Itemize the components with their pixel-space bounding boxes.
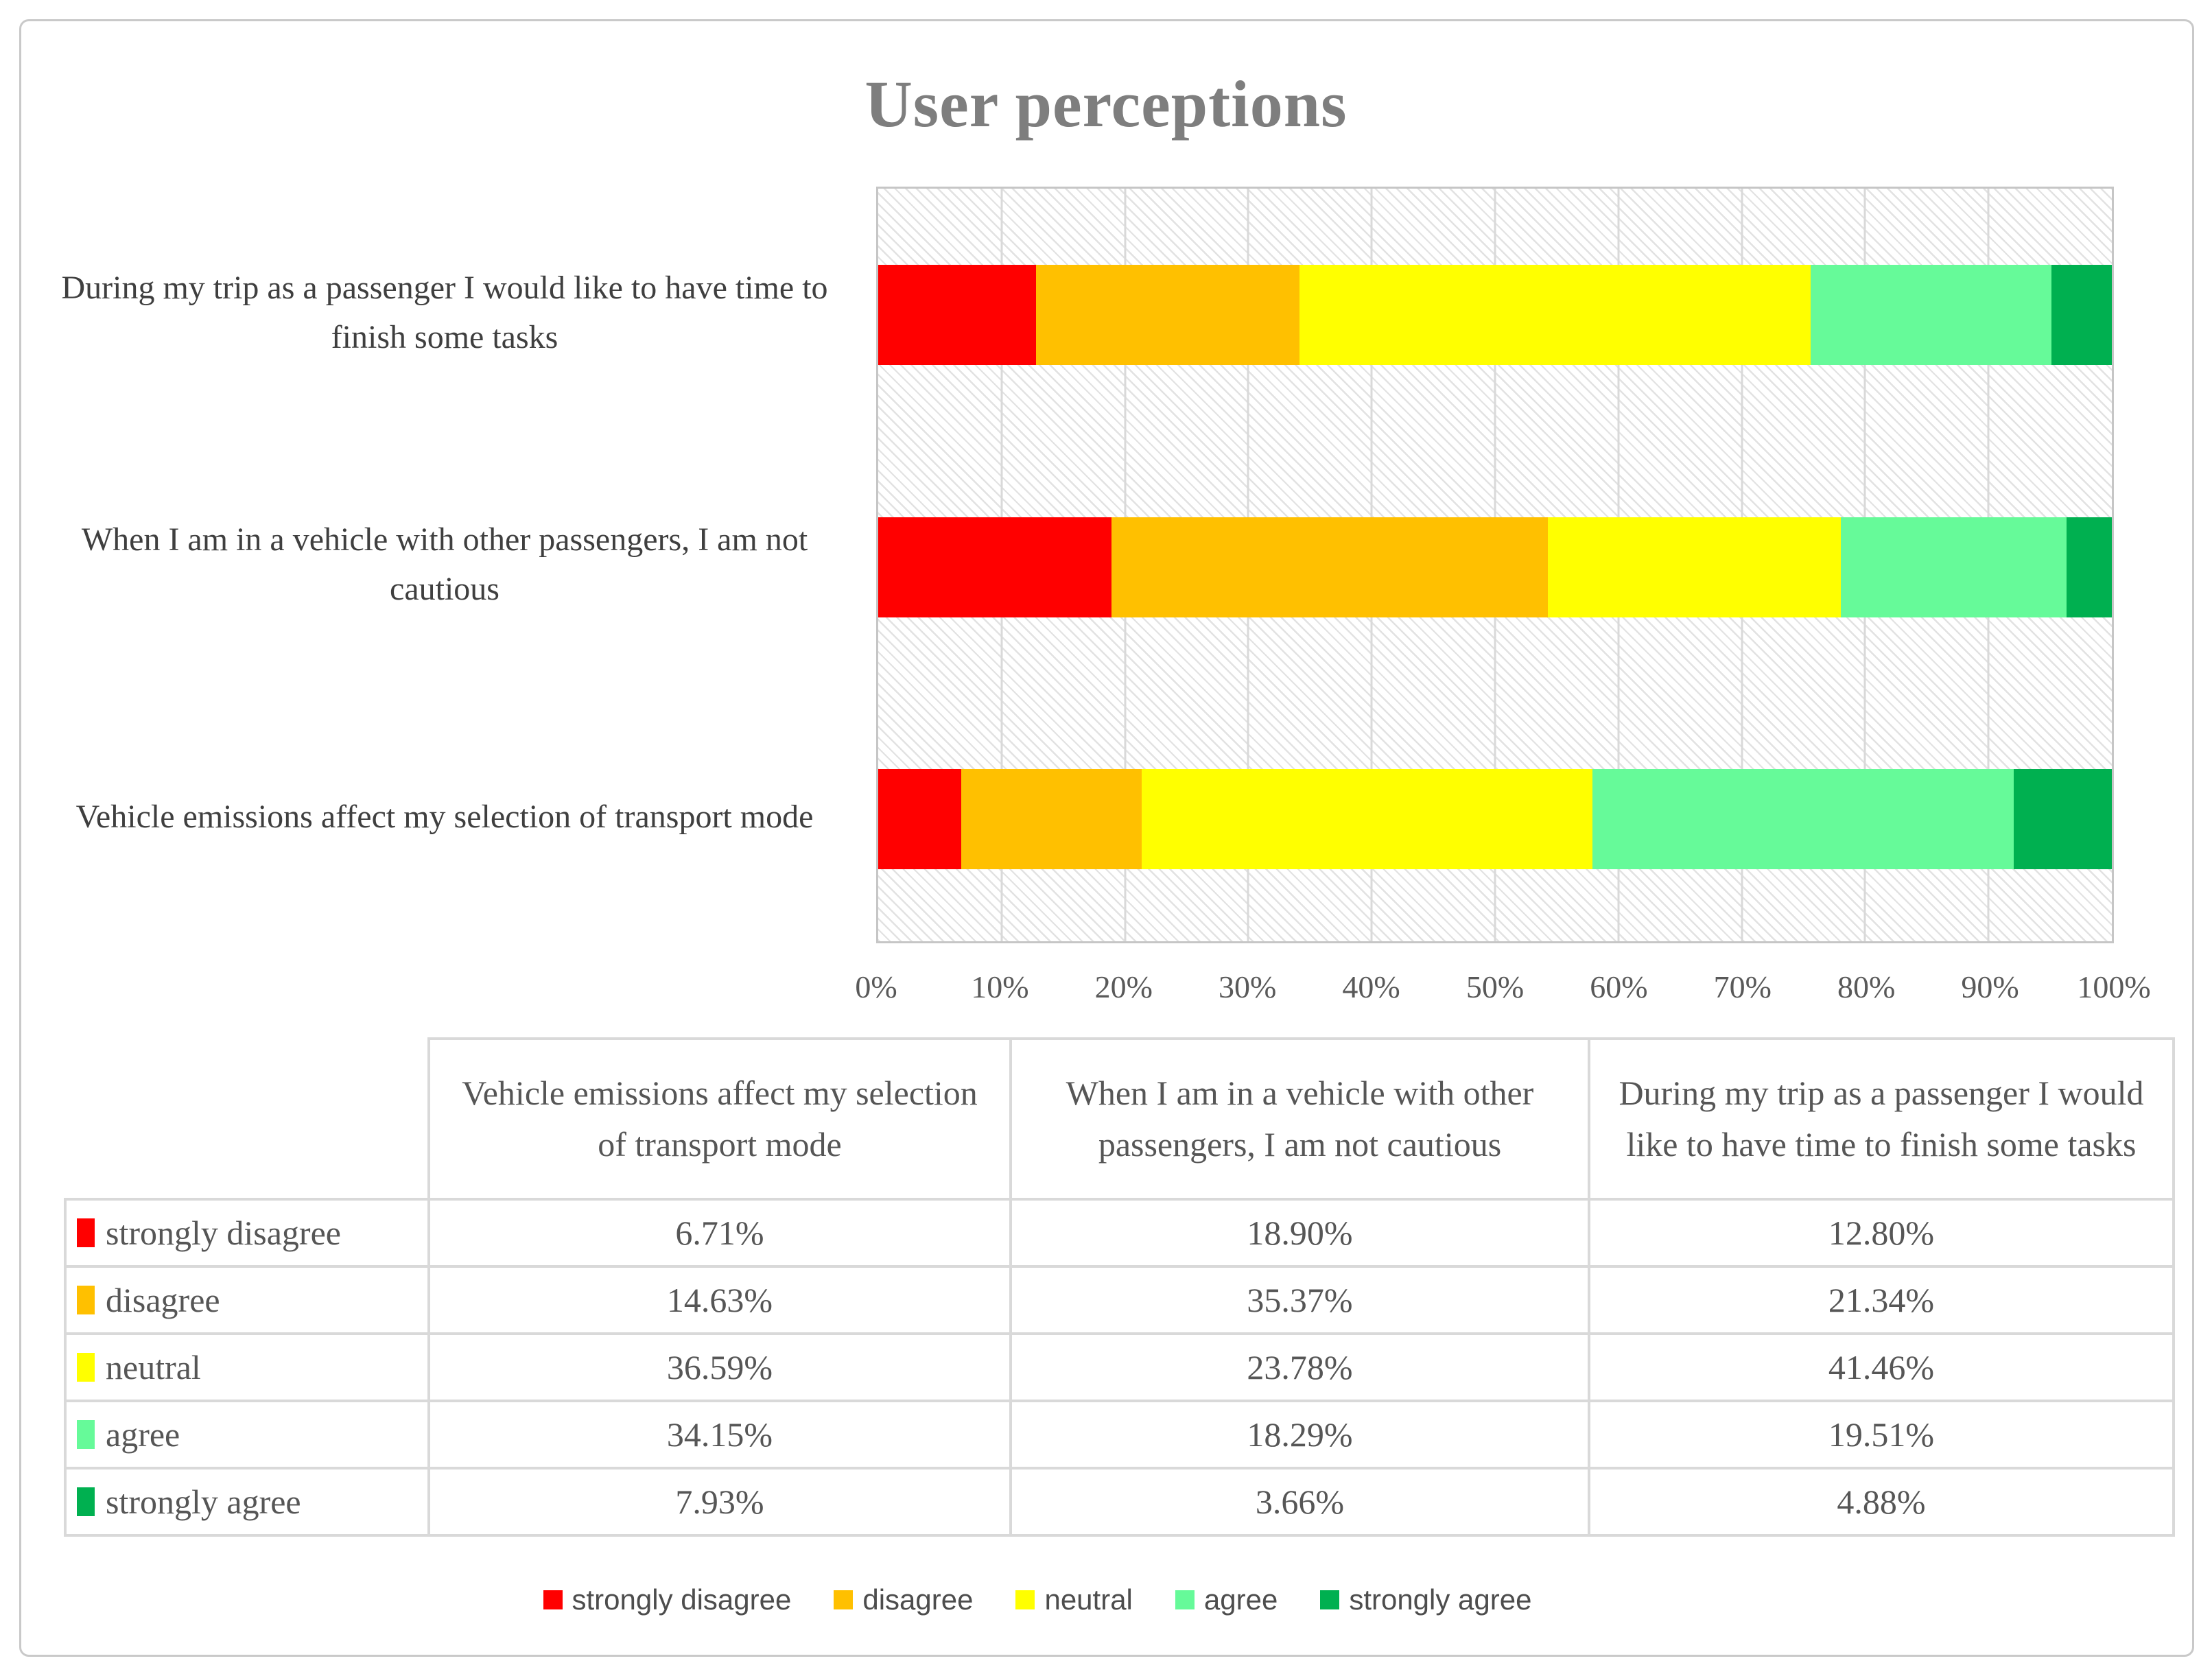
table-row-label: disagree — [67, 1280, 427, 1320]
legend-item: strongly disagree — [543, 1583, 792, 1616]
table-value-cell: 3.66% — [1009, 1467, 1590, 1537]
table-row-label-cell: neutral — [64, 1332, 430, 1402]
x-axis-tick-label: 60% — [1590, 969, 1648, 1004]
legend-item: strongly agree — [1320, 1583, 1531, 1616]
legend-label: disagree — [862, 1583, 974, 1616]
table-row-label-cell: agree — [64, 1400, 430, 1470]
table-row-label-text: disagree — [106, 1281, 220, 1319]
table-row-swatch — [77, 1487, 95, 1516]
x-axis-tick-label: 80% — [1837, 969, 1896, 1004]
table-row-swatch — [77, 1218, 95, 1247]
bar-segment-agree — [1841, 517, 2067, 617]
table-value-cell: 23.78% — [1009, 1332, 1590, 1402]
data-table: Vehicle emissions affect my selection of… — [64, 1037, 2175, 1537]
x-axis-tick-label: 40% — [1342, 969, 1400, 1004]
table-row-label-cell: strongly disagree — [64, 1198, 430, 1268]
bar-row — [878, 769, 2112, 870]
table-row-label: strongly disagree — [67, 1213, 427, 1253]
legend-swatch — [1320, 1590, 1340, 1609]
table-value-cell: 6.71% — [427, 1198, 1012, 1268]
category-label: During my trip as a passenger I would li… — [61, 269, 828, 355]
table-row-swatch — [77, 1353, 95, 1382]
bar-segment-strongly-disagree — [878, 769, 961, 870]
plot-inner — [878, 189, 2113, 941]
legend-label: strongly disagree — [572, 1583, 792, 1616]
table-value-cell: 4.88% — [1588, 1467, 2175, 1537]
x-axis-tick-label: 10% — [971, 969, 1029, 1004]
chart-title: User perceptions — [864, 67, 1348, 141]
legend-label: neutral — [1044, 1583, 1133, 1616]
table-value-cell: 34.15% — [427, 1400, 1012, 1470]
table-value-cell: 18.29% — [1009, 1400, 1590, 1470]
table-row: agree 34.15% 18.29% 19.51% — [64, 1400, 2175, 1470]
table-row-swatch — [77, 1286, 95, 1314]
table-row-label-text: neutral — [106, 1348, 201, 1386]
table-header: Vehicle emissions affect my selection of… — [65, 1037, 2175, 1201]
x-axis-tick-label: 20% — [1094, 969, 1153, 1004]
table-value-cell: 36.59% — [427, 1332, 1012, 1402]
table-value-cell: 12.80% — [1588, 1198, 2175, 1268]
legend-swatch — [1175, 1590, 1195, 1609]
x-axis-tick-label: 50% — [1466, 969, 1525, 1004]
legend-item: agree — [1175, 1583, 1278, 1616]
bar-segment-strongly-disagree — [878, 517, 1111, 617]
legend-label: agree — [1203, 1583, 1278, 1616]
bar-segment-strongly-agree — [2067, 517, 2113, 617]
table-row-label-text: strongly agree — [106, 1483, 301, 1521]
bar-segment-agree — [1592, 769, 2014, 870]
table-column-header: Vehicle emissions affect my selection of… — [427, 1037, 1012, 1201]
x-axis-tick-label: 90% — [1961, 969, 2019, 1004]
table-value-cell: 14.63% — [427, 1265, 1012, 1335]
bar-row — [878, 517, 2113, 617]
table-row-label: strongly agree — [67, 1482, 427, 1522]
table-column-header: During my trip as a passenger I would li… — [1588, 1037, 2175, 1201]
table-value-cell: 41.46% — [1588, 1332, 2175, 1402]
table-row: neutral 36.59% 23.78% 41.46% — [64, 1332, 2175, 1402]
table-row-label: agree — [67, 1415, 427, 1454]
legend-item: neutral — [1015, 1583, 1133, 1616]
category-label: When I am in a vehicle with other passen… — [81, 521, 808, 608]
x-axis-tick-label: 0% — [855, 969, 897, 1004]
table-row-swatch — [77, 1420, 95, 1449]
table-row-label-text: strongly disagree — [106, 1214, 341, 1252]
table-value-cell: 7.93% — [427, 1467, 1012, 1537]
bar-segment-disagree — [1111, 517, 1548, 617]
category-label: Vehicle emissions affect my selection of… — [75, 799, 814, 836]
plot-area — [876, 187, 2114, 943]
legend-swatch — [543, 1590, 563, 1609]
bar-segment-neutral — [1141, 769, 1593, 870]
legend-swatch — [1015, 1590, 1035, 1609]
x-axis-tick-label: 70% — [1713, 969, 1772, 1004]
table-row-label-text: agree — [106, 1415, 180, 1454]
table-row-label-cell: disagree — [64, 1265, 430, 1335]
chart-legend: strongly disagree disagree neutral agree str… — [0, 1583, 2075, 1616]
bar-row — [878, 264, 2113, 365]
bar-segment-neutral — [1547, 517, 1842, 617]
table-row: strongly disagree 6.71% 18.90% 12.80% — [64, 1198, 2175, 1268]
table-row: strongly agree 7.93% 3.66% 4.88% — [64, 1467, 2175, 1537]
table-value-cell: 21.34% — [1588, 1265, 2175, 1335]
legend-swatch — [834, 1590, 854, 1609]
bar-segment-strongly-agree — [2014, 769, 2112, 870]
table-row-label: neutral — [67, 1347, 427, 1387]
table-value-cell: 18.90% — [1009, 1198, 1590, 1268]
table-row: disagree 14.63% 35.37% 21.34% — [64, 1265, 2175, 1335]
legend-label: strongly agree — [1349, 1583, 1532, 1616]
table-corner-cell — [65, 1039, 429, 1199]
x-axis-tick-label: 30% — [1219, 969, 1277, 1004]
table-column-header: When I am in a vehicle with other passen… — [1009, 1037, 1590, 1201]
table-row-label-cell: strongly agree — [64, 1467, 430, 1537]
bar-segment-strongly-agree — [2051, 264, 2113, 365]
table-value-cell: 19.51% — [1588, 1400, 2175, 1470]
bar-segment-agree — [1811, 264, 2052, 365]
legend-item: disagree — [834, 1583, 973, 1616]
table-value-cell: 35.37% — [1009, 1265, 1590, 1335]
bar-segment-strongly-disagree — [878, 264, 1037, 365]
bar-segment-disagree — [961, 769, 1142, 870]
bar-segment-disagree — [1036, 264, 1299, 365]
bar-segment-neutral — [1299, 264, 1811, 365]
x-axis-tick-label: 100% — [2077, 969, 2151, 1004]
